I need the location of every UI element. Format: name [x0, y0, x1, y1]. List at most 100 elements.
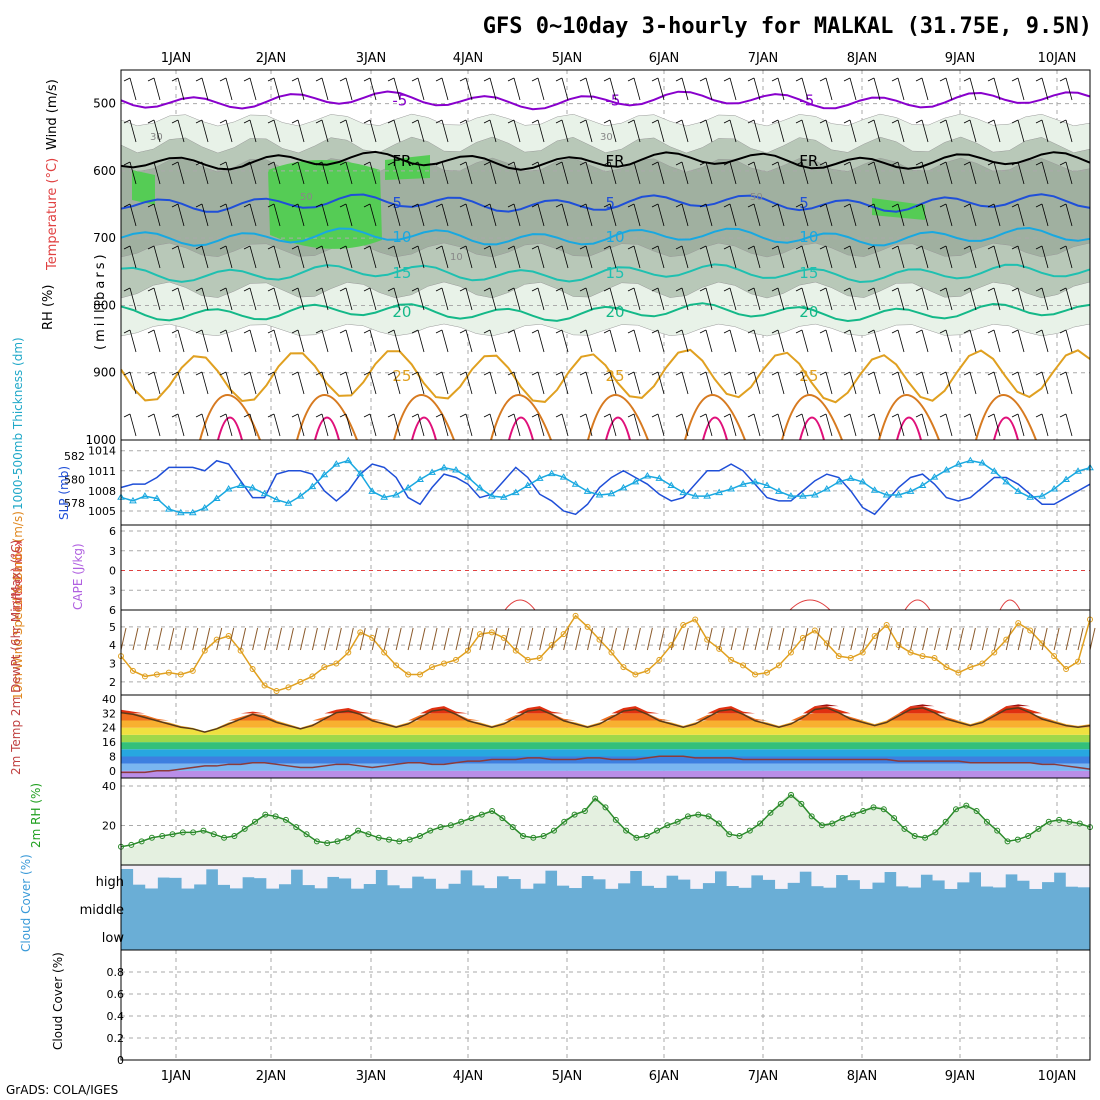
wind-speed-line-point — [153, 671, 160, 678]
thickness-line-point — [822, 485, 831, 492]
wind-barb — [753, 203, 761, 227]
wind-barb — [459, 119, 467, 124]
wind-barb — [579, 329, 587, 334]
wind-barb — [147, 245, 155, 250]
wind-barb — [747, 329, 755, 334]
cloud-gap — [423, 865, 437, 879]
wind-barb — [555, 413, 563, 418]
wind-barb — [987, 119, 995, 124]
contour-label: 10 — [799, 228, 818, 246]
wind-barb — [465, 287, 473, 311]
wind-barb — [489, 161, 497, 185]
thickness-line-point — [248, 483, 257, 491]
wind-barb — [747, 119, 755, 124]
wind-barb — [825, 161, 833, 185]
wind-barb — [1041, 371, 1049, 395]
wind-barb — [795, 77, 803, 82]
wind-barb — [963, 119, 971, 124]
wind-speed-line-point — [1063, 666, 1070, 672]
wind-barb — [537, 245, 545, 269]
rh2m-line-point — [746, 827, 753, 834]
wind-barb — [417, 329, 425, 353]
wind10m-label: 10m Wind Speed & Barbs (m/s) — [11, 511, 25, 700]
wind-speed-line-point — [955, 669, 962, 676]
thickness-line-point — [942, 466, 951, 473]
x-tick-bottom: 4JAN — [453, 1069, 484, 1084]
wind-barb — [129, 371, 137, 395]
wind-barb — [705, 119, 713, 143]
wind-barb — [675, 245, 683, 250]
wind-barb — [123, 329, 131, 334]
rh2m-line-point — [437, 824, 444, 831]
wind-barb — [1059, 413, 1067, 418]
wind-barb — [651, 329, 659, 334]
rh-contour-label: 10 — [450, 252, 463, 263]
wind-barb — [201, 413, 209, 437]
temp-tick: 0 — [109, 765, 116, 778]
thickness-tick: 582 — [64, 450, 85, 463]
wind-barb — [561, 329, 569, 353]
wind-barb — [531, 371, 539, 376]
wind-barb — [267, 203, 275, 208]
wind-barb — [129, 203, 137, 227]
slp-tick: 1005 — [88, 505, 116, 518]
wind-barb — [339, 77, 347, 82]
wind-barb — [867, 203, 875, 208]
wind-barb — [249, 203, 257, 227]
upper-ytick: 800 — [93, 298, 116, 312]
wind-barb — [459, 77, 467, 82]
wind-barb — [747, 287, 755, 292]
cloud-gap — [181, 865, 195, 889]
wind-barb — [945, 287, 953, 311]
wind-barb — [651, 119, 659, 124]
wind-barb — [459, 371, 467, 376]
wind-barb — [171, 119, 179, 124]
wind-barb — [273, 371, 281, 395]
wind-barb — [633, 161, 641, 185]
wind-barb — [489, 287, 497, 311]
wind-barb — [627, 77, 635, 82]
wind-barb — [963, 329, 971, 334]
wind-barb — [723, 119, 731, 124]
wind-barb — [585, 371, 593, 395]
surface-wind-barb — [838, 627, 845, 651]
wind-barb — [513, 161, 521, 185]
wind-barb — [681, 287, 689, 311]
wind-barb — [249, 329, 257, 353]
cloud-gap — [363, 865, 376, 885]
wind-barb — [123, 119, 131, 124]
wind-speed-line-point — [333, 660, 340, 667]
wind-barb — [273, 413, 281, 437]
cloud-gap — [920, 865, 934, 875]
wind-barb — [147, 413, 155, 418]
x-tick-top: 9JAN — [945, 51, 976, 66]
surface-wind-barb — [802, 627, 809, 651]
wind-barb — [441, 245, 449, 269]
wind-barb — [603, 287, 611, 292]
cloud-gap — [968, 865, 982, 873]
wind-barb — [387, 329, 395, 334]
wind-barb — [873, 413, 881, 437]
wind-barb — [1017, 329, 1025, 353]
wind-barb — [129, 413, 137, 437]
wind-barb — [507, 329, 515, 334]
rh2m-line-point — [664, 822, 671, 829]
wind-barb — [483, 371, 491, 376]
wind-barb — [603, 413, 611, 418]
wind-speed-line-point — [560, 631, 567, 638]
cloud-gap — [157, 865, 170, 878]
wind-barb — [555, 203, 563, 208]
wind-barb — [345, 329, 353, 353]
cloud-gap — [133, 865, 146, 885]
wind-barb — [891, 245, 899, 250]
x-tick-bottom: 10JAN — [1038, 1069, 1077, 1084]
wind-barb — [1017, 161, 1025, 185]
cloud-gap — [339, 865, 352, 879]
wind-barb — [345, 371, 353, 395]
wind-barb — [441, 329, 449, 353]
x-tick-bottom: 3JAN — [356, 1069, 387, 1084]
wind-speed-line-point — [919, 653, 926, 660]
surface-wind-barb — [766, 627, 773, 651]
rh2m-line-point — [190, 829, 197, 836]
wind-barb — [939, 245, 947, 250]
